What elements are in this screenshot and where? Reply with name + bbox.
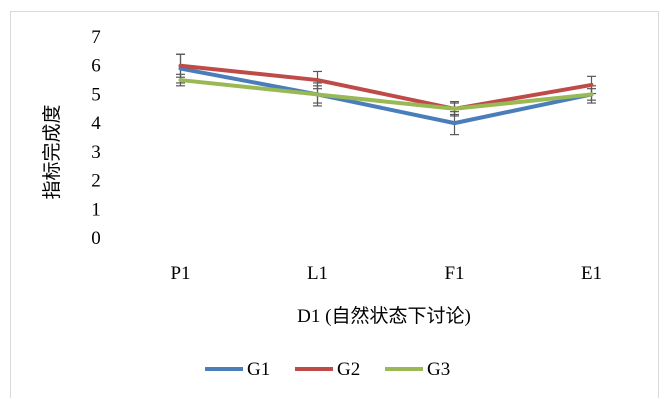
x-tick-label: P1 xyxy=(170,263,190,284)
legend: G1 G2 G3 xyxy=(205,359,450,380)
y-tick-label: 7 xyxy=(91,27,101,48)
y-axis-ticks: 0 1 2 3 4 5 6 7 xyxy=(91,27,101,249)
legend-label-g3: G3 xyxy=(427,359,450,380)
y-tick-label: 2 xyxy=(91,171,101,192)
y-tick-label: 0 xyxy=(91,228,101,249)
series-line-g2 xyxy=(178,63,594,111)
series-lines xyxy=(178,63,594,126)
y-tick-label: 3 xyxy=(91,142,101,163)
legend-label-g2: G2 xyxy=(337,359,360,380)
y-tick-label: 4 xyxy=(91,113,101,134)
legend-label-g1: G1 xyxy=(247,359,270,380)
y-tick-label: 1 xyxy=(91,199,101,220)
series-line-g1 xyxy=(178,66,594,126)
x-tick-label: L1 xyxy=(307,263,328,284)
y-tick-label: 6 xyxy=(91,56,101,77)
series-line-g3 xyxy=(178,78,594,111)
x-axis-label: D1 (自然状态下讨论) xyxy=(297,305,471,327)
x-tick-label: E1 xyxy=(581,263,602,284)
y-axis-label: 指标完成度 xyxy=(41,104,63,199)
chart-border xyxy=(10,11,659,402)
x-axis-ticks: P1 L1 F1 E1 xyxy=(170,263,602,284)
x-tick-label: F1 xyxy=(444,263,464,284)
y-tick-label: 5 xyxy=(91,84,101,105)
